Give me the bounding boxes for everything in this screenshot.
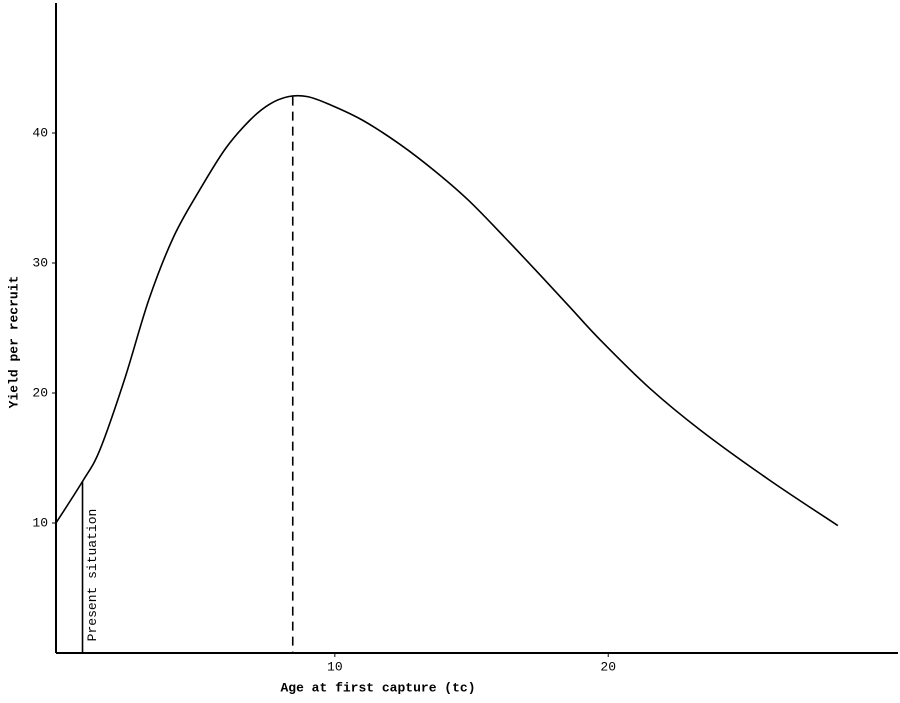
- x-axis-label: Age at first capture (tc): [280, 680, 475, 695]
- y-tick-label: 30: [32, 255, 48, 270]
- yield-curve: [55, 94, 839, 527]
- y-axis-label: Yield per recruit: [6, 276, 21, 409]
- y-tick-label: 10: [32, 515, 48, 530]
- y-tick-label: 40: [32, 125, 48, 140]
- y-tick-label: 20: [32, 385, 48, 400]
- x-tick-label: 10: [327, 659, 343, 674]
- x-tick-label: 20: [600, 659, 616, 674]
- marker-label: Present situation: [85, 509, 100, 642]
